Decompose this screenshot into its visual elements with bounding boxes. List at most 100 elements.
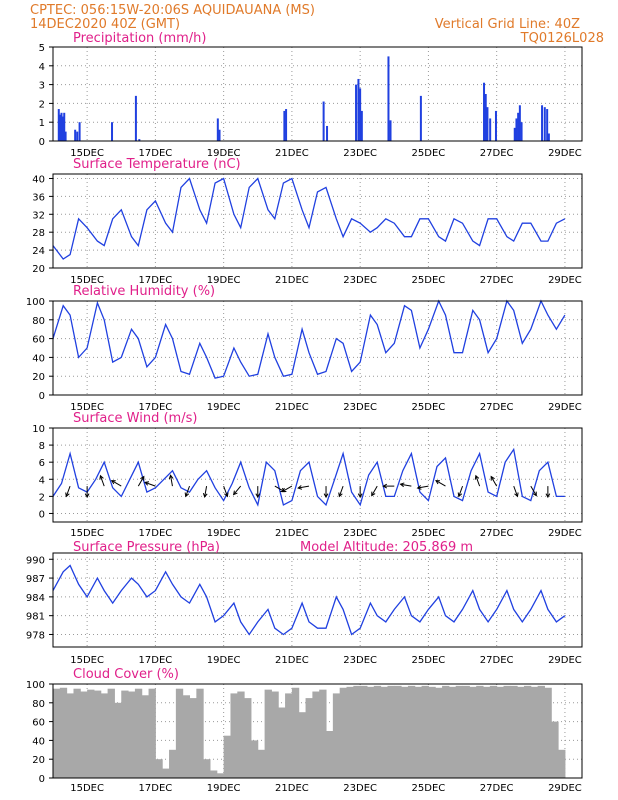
x-tick-label: 29DEC — [548, 655, 582, 666]
cloud-bar — [114, 702, 122, 778]
y-tick-label: 60 — [32, 718, 45, 729]
precip-bar — [285, 109, 288, 141]
cloud-bar — [237, 691, 245, 778]
x-tick-label: 23DEC — [343, 783, 377, 794]
y-tick-label: 4 — [39, 62, 45, 73]
y-tick-label: 20 — [32, 264, 45, 275]
series-line — [52, 447, 565, 507]
y-tick-label: 10 — [32, 424, 45, 435]
cloud-bar — [530, 686, 539, 778]
cloud-bar — [448, 686, 457, 778]
precip-bar — [541, 105, 544, 141]
wind-arrow-head — [416, 485, 422, 490]
panel-frame — [52, 683, 583, 779]
wind-arrow — [530, 485, 537, 496]
y-tick-label: 36 — [32, 192, 45, 203]
cloud-bar — [141, 695, 150, 778]
cloud-bar — [148, 688, 156, 778]
wind-arrow-head — [474, 474, 480, 480]
x-tick-label: 27DEC — [480, 528, 514, 539]
precip-bar — [486, 107, 489, 141]
y-tick-label: 0 — [39, 774, 45, 785]
precip-bar — [546, 109, 549, 141]
wind-arrow — [371, 485, 378, 496]
y-tick-label: 2 — [39, 492, 45, 503]
x-tick-label: 17DEC — [139, 783, 173, 794]
y-tick-label: 978 — [26, 630, 45, 641]
cloud-bar — [537, 685, 545, 778]
wind-arrow-head — [281, 487, 287, 493]
panel-title: Relative Humidity (%) — [73, 284, 215, 299]
cloud-bar — [264, 689, 272, 778]
y-tick-label: 32 — [32, 210, 45, 221]
cloud-bar — [107, 688, 115, 778]
x-tick-label: 25DEC — [412, 148, 446, 159]
cloud-bar — [169, 749, 177, 778]
wind-arrow-head — [457, 492, 463, 498]
series-line — [52, 177, 566, 260]
cloud-bar — [121, 690, 129, 778]
panel-1: 20 24 28 32 36 40 15DEC 17DEC 19DEC 21DEC 23DEC 25D… — [32, 157, 583, 286]
cloud-bar — [244, 698, 252, 778]
x-tick-label: 25DEC — [412, 783, 446, 794]
x-tick-label: 19DEC — [207, 402, 241, 413]
x-tick-label: 21DEC — [275, 275, 309, 286]
y-tick-label: 0 — [39, 391, 45, 402]
y-tick-label: 40 — [32, 174, 45, 185]
cloud-bar — [278, 707, 286, 778]
panel-frame — [52, 552, 583, 648]
cloud-bar — [93, 690, 102, 778]
x-tick-label: 21DEC — [275, 783, 309, 794]
precip-bar — [543, 107, 546, 141]
cloud-bar — [394, 685, 402, 778]
y-tick-label: 20 — [32, 755, 45, 766]
panel-title: Surface Temperature (nC) — [73, 157, 241, 172]
precip-bar — [63, 112, 66, 141]
precip-bar — [218, 129, 221, 141]
y-tick-label: 2 — [39, 99, 45, 110]
x-tick-label: 19DEC — [207, 783, 241, 794]
precip-bar — [518, 105, 521, 141]
wind-arrow — [223, 485, 228, 497]
y-tick-label: 24 — [32, 246, 45, 257]
cloud-bar — [421, 685, 429, 778]
panel-3: 0 2 4 6 8 10 15DEC 17DEC 19DEC 21DEC 23DEC 25DEC 27D… — [32, 411, 583, 539]
precip-bar — [61, 116, 64, 141]
precip-bar — [59, 114, 62, 141]
panel-frame — [52, 173, 583, 269]
cloud-bar — [476, 685, 484, 778]
cloud-bar — [407, 685, 416, 778]
x-tick-label: 27DEC — [480, 655, 514, 666]
cloud-bar — [332, 693, 341, 778]
precip-bar — [57, 109, 60, 141]
x-tick-label: 21DEC — [275, 528, 309, 539]
panel-frame — [52, 427, 583, 523]
precip-bar — [322, 101, 325, 141]
precip-bar — [387, 56, 390, 141]
cloud-bar — [442, 685, 450, 778]
x-tick-label: 25DEC — [412, 655, 446, 666]
wind-arrow-head — [490, 475, 495, 481]
cloud-bar — [414, 686, 423, 778]
y-tick-label: 987 — [26, 574, 45, 585]
wind-arrow — [298, 485, 310, 489]
x-tick-label: 19DEC — [207, 528, 241, 539]
cloud-bar — [544, 687, 552, 778]
cloud-bar — [230, 693, 238, 778]
y-tick-label: 4 — [39, 475, 45, 486]
panel-title: Surface Wind (m/s) — [73, 411, 197, 426]
wind-arrow-head — [297, 485, 303, 490]
cloud-bar — [73, 688, 81, 778]
cloud-bar — [250, 740, 259, 778]
model-altitude: Model Altitude: 205.869 m — [300, 540, 473, 555]
wind-arrow-head — [382, 483, 388, 489]
panel-frame — [52, 300, 583, 396]
x-tick-label: 17DEC — [139, 275, 173, 286]
wind-arrow — [282, 485, 293, 493]
precip-bar — [359, 88, 362, 141]
cloud-bar — [360, 685, 368, 778]
y-tick-label: 1 — [39, 118, 45, 129]
precip-bar — [515, 118, 518, 141]
wind-arrow — [65, 485, 71, 497]
